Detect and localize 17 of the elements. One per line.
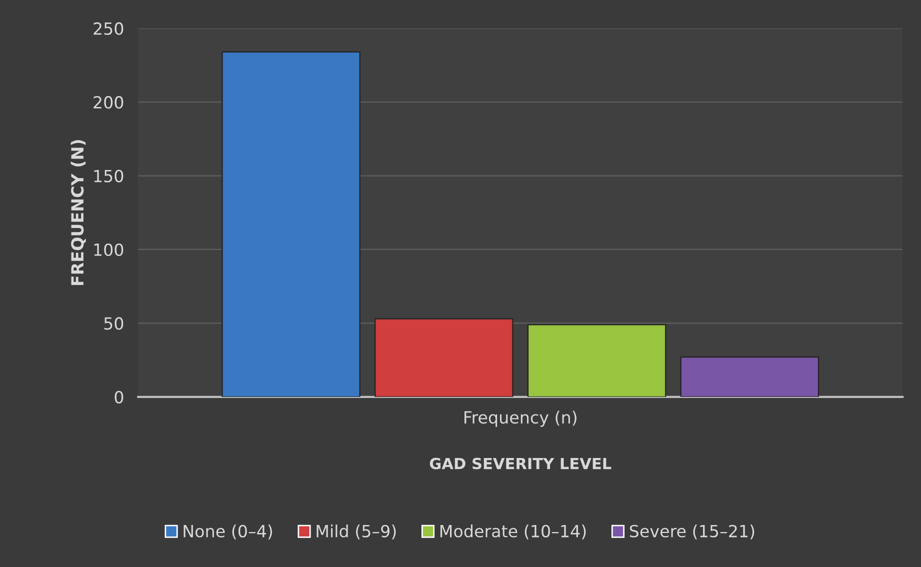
legend-label: Mild (5–9) — [316, 524, 396, 540]
legend-label: Moderate (10–14) — [440, 524, 586, 540]
y-axis-title: FREQUENCY (N) — [70, 140, 86, 286]
bar — [680, 356, 820, 397]
bar — [222, 51, 360, 397]
y-tick-label: 50 — [104, 317, 124, 330]
y-tick-label: 0 — [114, 390, 124, 404]
legend-label: None (0–4) — [184, 524, 272, 540]
legend-label: Severe (15–21) — [630, 524, 754, 540]
bar — [374, 318, 514, 397]
x-axis-title: GAD SEVERITY LEVEL — [430, 458, 612, 470]
bar — [527, 324, 666, 397]
y-tick-label: 200 — [94, 96, 124, 109]
y-tick-label: 250 — [94, 22, 124, 35]
y-tick-label: 150 — [94, 170, 124, 182]
y-tick-label: 100 — [94, 243, 124, 256]
x-tick-label: Frequency (n) — [464, 410, 576, 427]
